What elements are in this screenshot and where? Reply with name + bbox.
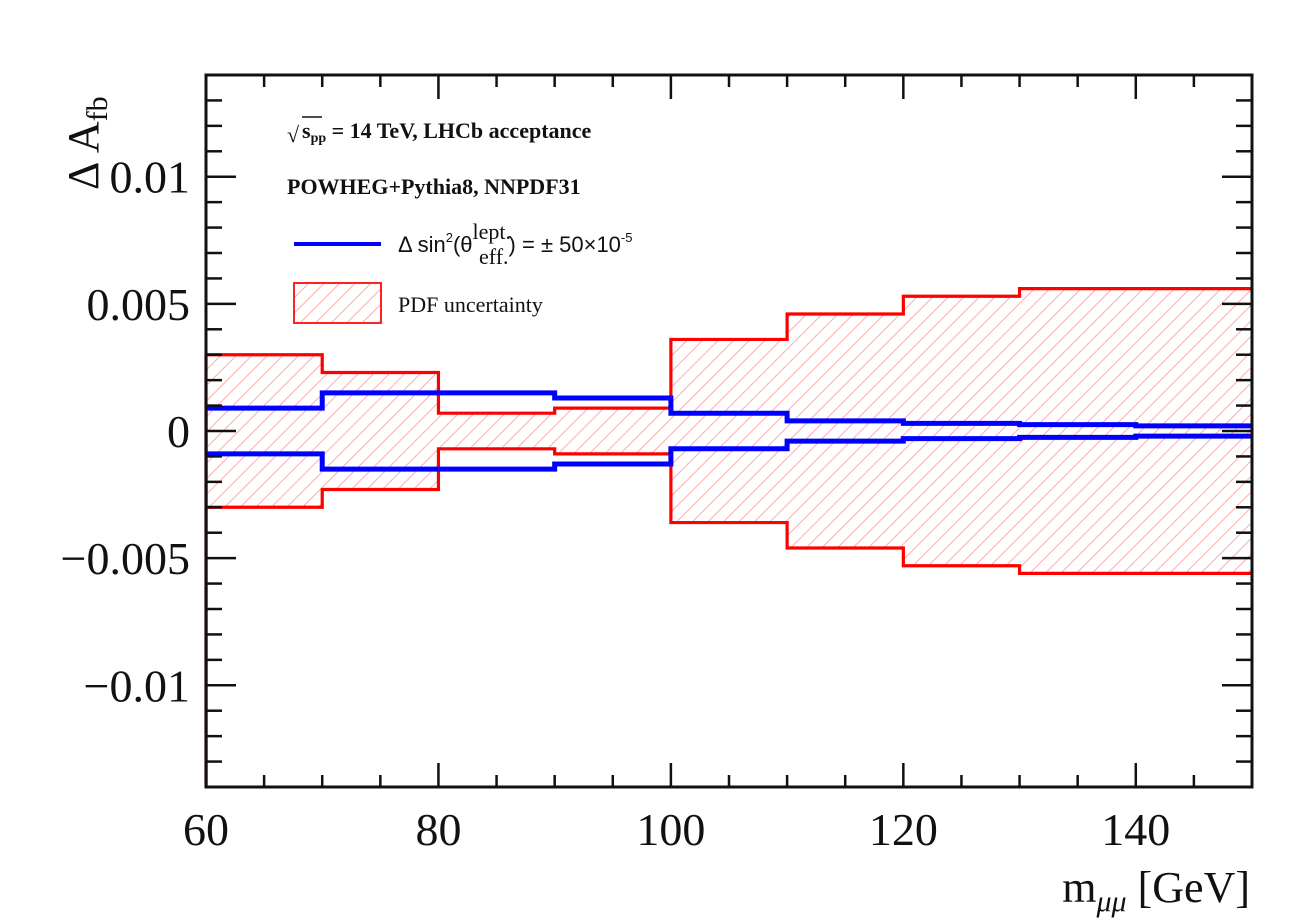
x-axis-title-unit: [GeV] [1127,863,1250,912]
y-tick-label: −0.01 [84,660,190,711]
pdf-uncertainty-band [204,287,1252,787]
pdf-band-bin [1019,288,1136,574]
x-tick-label: 120 [869,804,938,855]
annotation-energy-text: spp = 14 TeV, LHCb acceptance [302,118,592,146]
pdf-band-upper-edge [206,287,1252,415]
y-tick-label: −0.005 [61,533,190,584]
x-tick-label: 100 [636,804,705,855]
axis-tick-labels: 60 80 100 120 140 −0.01 −0.005 0 0.005 0.01 [61,152,1171,855]
legend-label-pdf: PDF uncertainty [398,292,543,317]
pdf-band-bin [554,408,671,454]
pdf-band-bin [670,339,788,523]
legend-label-sin2theta: Δ sin2(θlept. eff.) = ± 50×10-5 [398,219,632,269]
sin2theta-lower-line [206,433,1252,472]
axis-ticks [204,73,1254,789]
x-tick-label: 80 [415,804,461,855]
y-axis-title: Δ Afb [59,96,114,190]
legend-hatch-swatch [293,282,382,324]
legend: Δ sin2(θlept. eff.) = ± 50×10-5 PDF uncer… [293,219,632,324]
annotation-energy: √ spp = 14 TeV, LHCb acceptance [287,116,592,147]
y-axis-title-main: Δ A [59,121,108,190]
y-tick-label: 0.01 [110,152,191,203]
pdf-band-bin [438,413,555,449]
legend-item-sin2theta: Δ sin2(θlept. eff.) = ± 50×10-5 [294,219,632,269]
sqrt-symbol: √ [287,122,300,147]
annotation-generator: POWHEG+Pythia8, NNPDF31 [287,174,581,199]
pdf-band-bin [322,372,439,490]
x-axis-title: mμμ [GeV] [1062,863,1250,918]
x-axis-title-sub: μμ [1095,885,1126,918]
sin2theta-upper-line [206,390,1252,429]
y-tick-label: 0.005 [87,279,191,330]
pdf-band-lower-edge [206,447,1252,575]
pdf-band-bin [787,314,904,548]
x-tick-label: 60 [183,804,229,855]
x-axis-title-main: m [1062,863,1096,912]
legend-item-pdf: PDF uncertainty [293,282,543,324]
pdf-band-bin [903,296,1020,566]
y-tick-label: 0 [167,406,190,457]
y-axis-title-sub: fb [81,96,114,121]
x-tick-label: 140 [1101,804,1170,855]
